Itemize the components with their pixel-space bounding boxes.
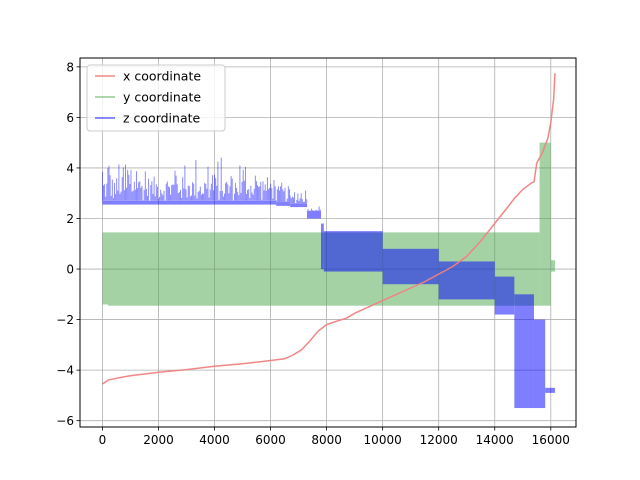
x-tick-label: 0	[99, 433, 107, 447]
legend: x coordinate y coordinate z coordinate	[86, 64, 226, 132]
y-tick-label: 2	[66, 212, 74, 226]
x-tick-label: 10000	[364, 433, 402, 447]
z-coordinate-spikes	[289, 190, 308, 204]
y-tick-label: 0	[66, 263, 74, 277]
z-coordinate-spikes	[101, 157, 276, 201]
y-tick-label: 4	[66, 161, 74, 175]
z-coordinate-band	[382, 248, 439, 285]
z-coordinate-series	[101, 157, 555, 409]
z-coordinate-band	[545, 387, 555, 393]
z-coordinate-spikes	[275, 182, 290, 203]
x-tick-label: 14000	[476, 433, 514, 447]
y-tick-label: −6	[56, 414, 74, 428]
legend-label-y-coordinate: y coordinate	[123, 90, 201, 105]
y-tick-label: −2	[56, 313, 74, 327]
legend-label-x-coordinate: x coordinate	[123, 69, 201, 84]
x-tick-label: 6000	[255, 433, 286, 447]
z-coordinate-band	[320, 223, 324, 270]
z-coordinate-band	[306, 210, 321, 219]
y-coordinate-band	[550, 260, 555, 272]
z-coordinate-band	[290, 203, 307, 208]
z-coordinate-band	[533, 319, 546, 409]
series-layer	[101, 73, 556, 409]
x-tick-label: 2000	[143, 433, 174, 447]
z-coordinate-band	[323, 231, 383, 272]
z-coordinate-band	[102, 200, 277, 205]
x-tick-label: 8000	[311, 433, 342, 447]
z-coordinate-band	[514, 294, 534, 409]
z-coordinate-band	[438, 261, 495, 300]
x-tick-label: 12000	[420, 433, 458, 447]
y-tick-label: 6	[66, 111, 74, 125]
plot-frame	[79, 57, 577, 428]
legend-label-z-coordinate: z coordinate	[123, 111, 201, 126]
y-tick-label: −4	[56, 364, 74, 378]
x-tick-label: 16000	[532, 433, 570, 447]
y-coordinate-band	[539, 142, 551, 306]
z-coordinate-spikes	[306, 206, 321, 211]
z-coordinate-band	[276, 202, 291, 206]
x-coordinate-line	[101, 73, 556, 385]
z-coordinate-band	[494, 276, 515, 315]
ticks-layer: 0 2000 4000 6000 8000 10000 12000 14000 16000 −6 −…	[56, 60, 570, 447]
y-coordinate-band	[102, 232, 109, 305]
legend-box	[86, 64, 226, 132]
y-tick-label: 8	[66, 60, 74, 74]
x-tick-label: 4000	[199, 433, 230, 447]
